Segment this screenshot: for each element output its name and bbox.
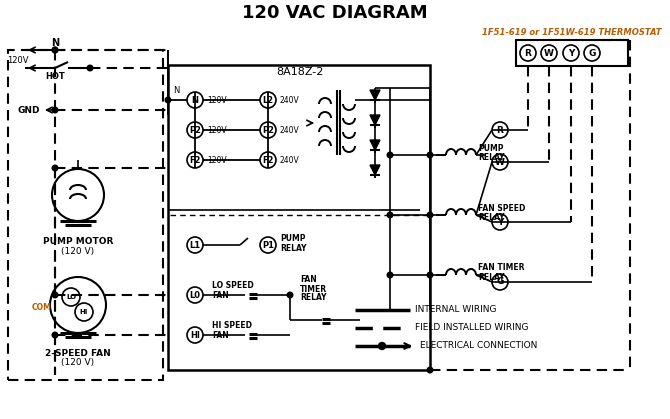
Text: 1F51-619 or 1F51W-619 THERMOSTAT: 1F51-619 or 1F51W-619 THERMOSTAT [482, 28, 662, 36]
Text: Y: Y [567, 49, 574, 57]
Circle shape [52, 332, 58, 338]
Text: RELAY: RELAY [478, 272, 505, 282]
Text: R: R [525, 49, 531, 57]
Text: G: G [588, 49, 596, 57]
Circle shape [427, 212, 433, 218]
Text: 240V: 240V [280, 96, 299, 104]
Text: TIMER: TIMER [300, 285, 327, 293]
Text: RELAY: RELAY [478, 153, 505, 161]
Circle shape [52, 165, 58, 171]
Text: 240V: 240V [280, 155, 299, 165]
Text: W: W [495, 158, 505, 166]
Text: L0: L0 [190, 290, 200, 300]
Text: 120V: 120V [207, 155, 226, 165]
Circle shape [387, 272, 393, 278]
Circle shape [379, 342, 385, 349]
Bar [516, 40, 628, 66]
Text: L1: L1 [190, 241, 200, 249]
Bar [168, 65, 430, 370]
Text: 8A18Z-2: 8A18Z-2 [276, 67, 324, 77]
Text: P2: P2 [262, 126, 274, 134]
Text: LO: LO [66, 294, 76, 300]
Polygon shape [370, 115, 380, 125]
Circle shape [52, 47, 58, 53]
Text: F2: F2 [189, 155, 201, 165]
Circle shape [52, 107, 58, 113]
Text: HI: HI [80, 309, 88, 315]
Bar [8, 50, 163, 380]
Circle shape [427, 272, 433, 278]
Text: RELAY: RELAY [478, 212, 505, 222]
Text: HOT: HOT [45, 72, 65, 80]
Text: INTERNAL WIRING: INTERNAL WIRING [415, 305, 496, 315]
Text: P1: P1 [262, 241, 274, 249]
Text: 120V: 120V [207, 96, 226, 104]
Text: FAN SPEED: FAN SPEED [478, 204, 525, 212]
Circle shape [52, 292, 58, 298]
Circle shape [427, 152, 433, 158]
Polygon shape [370, 140, 380, 150]
Text: L2: L2 [263, 96, 273, 104]
Text: HI SPEED: HI SPEED [212, 321, 252, 329]
Polygon shape [370, 90, 380, 100]
Text: PUMP: PUMP [478, 143, 503, 153]
Text: PUMP MOTOR: PUMP MOTOR [43, 236, 113, 246]
Text: ELECTRICAL CONNECTION: ELECTRICAL CONNECTION [420, 341, 537, 351]
Text: 120V: 120V [207, 126, 226, 134]
Text: W: W [544, 49, 554, 57]
Text: R: R [496, 126, 503, 134]
Text: PUMP: PUMP [280, 233, 306, 243]
Text: F2: F2 [262, 155, 274, 165]
Text: RELAY: RELAY [280, 243, 306, 253]
Circle shape [387, 152, 393, 158]
Circle shape [287, 292, 293, 298]
Text: G: G [496, 277, 504, 287]
Text: FAN: FAN [300, 276, 317, 285]
Text: 2-SPEED FAN: 2-SPEED FAN [45, 349, 111, 357]
Text: HI: HI [190, 331, 200, 339]
Circle shape [427, 367, 433, 373]
Text: FIELD INSTALLED WIRING: FIELD INSTALLED WIRING [415, 323, 529, 333]
Text: FAN: FAN [212, 331, 228, 341]
Text: 120 VAC DIAGRAM: 120 VAC DIAGRAM [242, 4, 428, 22]
Text: FAN: FAN [212, 292, 228, 300]
Text: RELAY: RELAY [300, 293, 326, 303]
Text: LO SPEED: LO SPEED [212, 282, 254, 290]
Text: N: N [192, 96, 198, 104]
Text: 120V: 120V [7, 55, 29, 65]
Text: P2: P2 [189, 126, 201, 134]
Text: Y: Y [497, 217, 503, 227]
Text: N: N [51, 38, 59, 48]
Circle shape [87, 65, 93, 71]
Text: N: N [173, 85, 180, 95]
Text: FAN TIMER: FAN TIMER [478, 264, 525, 272]
Text: COM: COM [31, 303, 51, 311]
Polygon shape [370, 165, 380, 175]
Text: (120 V): (120 V) [62, 246, 94, 256]
Text: 240V: 240V [280, 126, 299, 134]
Text: GND: GND [18, 106, 40, 114]
Text: (120 V): (120 V) [62, 359, 94, 367]
Circle shape [52, 47, 58, 53]
Circle shape [387, 212, 393, 218]
Circle shape [165, 97, 171, 103]
